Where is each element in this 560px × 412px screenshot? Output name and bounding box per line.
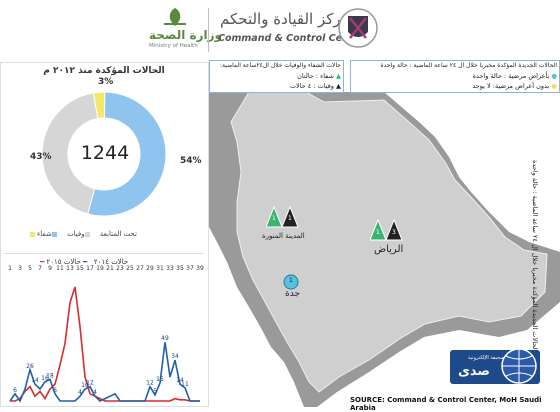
recovery-line: ▲ شفاء : حالتان: [297, 72, 341, 80]
riyadh-deaths: 3: [392, 229, 396, 236]
week-tick: 5: [28, 265, 32, 272]
data-label: 34: [171, 353, 179, 360]
ccc-name-en: Command & Control Center: [218, 33, 365, 44]
recovery-deaths-box: [209, 60, 344, 93]
data-label: 12: [146, 380, 154, 387]
pct-recovered: 54%: [180, 156, 202, 166]
data-label: 6: [13, 387, 17, 394]
pct-deaths: 43%: [30, 152, 52, 162]
week-tick: 21: [106, 265, 114, 272]
legend-recovered: شفاء: [37, 230, 59, 238]
week-tick: 25: [126, 265, 134, 272]
line-2014: [10, 286, 200, 402]
data-label: 49: [161, 335, 169, 342]
donut-legend: تحت المتابعة وفيات شفاء: [30, 230, 143, 238]
madinah-deaths: 1: [288, 215, 292, 222]
week-tick: 13: [66, 265, 74, 272]
donut-chart: [41, 91, 167, 217]
week-tick: 39: [196, 265, 204, 272]
week-tick: 37: [186, 265, 194, 272]
week-tick: 11: [56, 265, 64, 272]
ccc-emblem-icon: [338, 8, 378, 48]
riyadh-label: الرياض: [374, 244, 404, 255]
moh-name-en: Ministry of Health: [149, 43, 198, 49]
data-label: 10: [81, 382, 89, 389]
madinah-recovered: 1: [272, 215, 276, 222]
legend-2015: حالات ٢٠١٥: [46, 258, 81, 266]
no-symptoms-line: ● بدون أعراض مرضية: لا يوجد: [472, 82, 557, 90]
week-tick: 23: [116, 265, 124, 272]
globe-icon: [501, 348, 537, 384]
week-tick: 29: [146, 265, 154, 272]
data-label: 16: [41, 375, 49, 382]
with-symptoms-line: ● بأعراض مرضية : حالة واحدة: [472, 72, 557, 80]
week-tick: 33: [166, 265, 174, 272]
sada-subtitle: صحيفة الإلكترونية: [468, 355, 505, 361]
slice-deaths: [41, 92, 99, 215]
moh-logo-icon: [164, 8, 186, 26]
madinah-label: المدينة المنورة: [262, 232, 305, 240]
header: وزارة الصحة Ministry of Health مركز القي…: [0, 0, 560, 60]
side-note: الحالات الجديدة المؤكدة مخبريا خلال ال ٢…: [531, 160, 539, 352]
ccc-name-ar: مركز القيادة والتحكم: [220, 10, 350, 28]
data-label: 5: [153, 388, 157, 395]
data-label: 14: [31, 377, 39, 384]
week-tick: 17: [86, 265, 94, 272]
slice-recovered: [87, 91, 167, 217]
moh-name-ar: وزارة الصحة: [149, 28, 223, 42]
week-tick: 27: [136, 265, 144, 272]
riyadh-recovered: 1: [376, 229, 380, 236]
jeddah-marker: [283, 274, 299, 290]
panel-separator: [4, 253, 204, 254]
week-tick: 15: [76, 265, 84, 272]
pct-followup: 3%: [98, 77, 114, 87]
sada-brand: صدى: [458, 364, 490, 379]
legend-deaths: وفيات: [67, 230, 92, 238]
data-label: 6: [53, 387, 57, 394]
week-tick: 35: [176, 265, 184, 272]
legend-followup: تحت المتابعة: [30, 230, 137, 238]
legend-2014: حالات ٢٠١٤: [93, 258, 129, 266]
header-divider: [208, 8, 209, 52]
data-label: 14: [176, 377, 184, 384]
jeddah-new-cases: 1: [289, 277, 293, 284]
new-box-title: الحالات الجديدة المؤكدة مخبريا خلال ال ٢…: [380, 62, 557, 69]
line-legend: ━ حالات ٢٠١٤ ━ حالات ٢٠١٥: [40, 258, 129, 266]
donut-center-value: 1244: [80, 142, 130, 164]
riyadh-markers: [370, 218, 403, 241]
donut-hole: [69, 119, 139, 189]
week-tick: 1: [8, 265, 12, 272]
data-label: 4: [93, 389, 97, 396]
data-label: 26: [26, 363, 34, 370]
donut-title: الحالات المؤكدة منذ ٢٠١٢ م: [43, 66, 165, 76]
new-cases-box: [350, 60, 560, 93]
recovery-box-title: حالات الشفاء والوفيات خلال ال٢٤ساعة الما…: [219, 62, 341, 69]
week-tick: 9: [48, 265, 52, 272]
jeddah-label: جدة: [285, 289, 301, 299]
madinah-markers: [266, 205, 299, 228]
week-tick: 7: [38, 265, 42, 272]
week-tick: 19: [96, 265, 104, 272]
data-label: 11: [181, 381, 189, 388]
week-tick: 31: [156, 265, 164, 272]
source-note: SOURCE: Command & Control Center, MoH Sa…: [350, 396, 542, 412]
week-tick: 3: [18, 265, 22, 272]
deaths-line: ▲ وفيات : ٤ حالات: [289, 82, 341, 90]
data-label: 12: [86, 380, 94, 387]
data-label: 15: [156, 376, 164, 383]
line-2015: [9, 342, 200, 403]
data-label: 18: [46, 372, 54, 379]
week-ticks: 1 3 5 7 9 11 13 15 17 19 21 23 25 27 29 31 33 35 37 39: [2, 265, 207, 275]
data-label: 4: [78, 389, 82, 396]
